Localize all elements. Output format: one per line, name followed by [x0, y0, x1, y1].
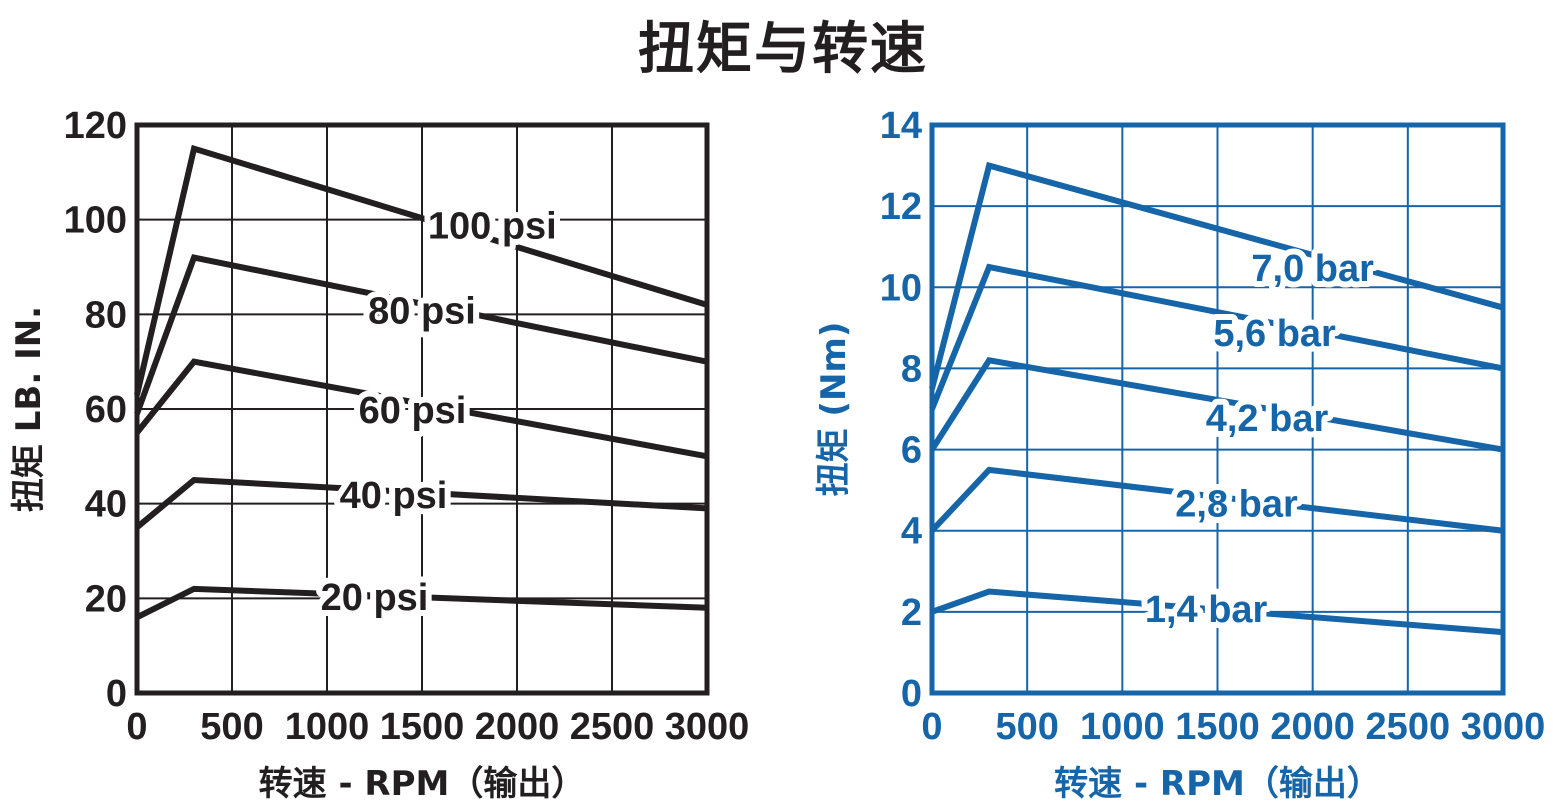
series-line — [930, 588, 1504, 636]
series-label: 20 psi — [321, 577, 429, 619]
series-label: 7,0 bar — [1251, 248, 1374, 290]
series-label-halo: 80 psi — [368, 291, 476, 333]
x-tick-label: 500 — [200, 706, 263, 748]
y-tick-label: 14 — [880, 105, 922, 147]
x-tick-label: 2500 — [570, 706, 655, 748]
series-line — [134, 254, 708, 415]
x-tick-label: 3000 — [1461, 706, 1546, 748]
y-tick-label: 100 — [64, 200, 127, 242]
x-tick-label: 3000 — [665, 706, 750, 748]
y-axis-label: 扭矩 LB. IN. — [9, 306, 49, 512]
series-line — [929, 263, 1504, 411]
x-tick-label: 1500 — [1175, 706, 1260, 748]
series-label-halo: 5,6 bar — [1213, 313, 1336, 355]
x-tick-label: 1000 — [285, 706, 370, 748]
series-label: 80 psi — [368, 291, 476, 333]
y-tick-label: 4 — [901, 511, 922, 553]
y-tick-label: 0 — [901, 673, 922, 715]
series-label: 4,2 bar — [1206, 398, 1329, 440]
y-tick-label: 8 — [901, 348, 922, 390]
series-label: 40 psi — [340, 475, 448, 517]
y-tick-label: 120 — [64, 105, 127, 147]
series-line — [929, 357, 1504, 453]
series-label-halo: 60 psi — [359, 390, 467, 432]
series-label-halo: 2,8 bar — [1175, 483, 1298, 525]
y-tick-label: 20 — [85, 578, 127, 620]
grid — [931, 124, 1504, 694]
series-label-halo: 100 psi — [428, 205, 557, 247]
y-tick-label: 40 — [85, 484, 127, 526]
x-axis-label: 转速 - RPM（输出） — [1054, 764, 1381, 804]
y-tick-label: 80 — [85, 294, 127, 336]
page-title: 扭矩与转速 — [638, 17, 928, 82]
x-tick-label: 0 — [126, 706, 147, 748]
series-line — [135, 476, 708, 530]
y-tick-label: 60 — [85, 389, 127, 431]
y-axis-label: 扭矩 (Nm) — [814, 322, 854, 497]
y-tick-label: 6 — [901, 430, 922, 472]
y-tick-label: 10 — [880, 267, 922, 309]
series-label: 2,8 bar — [1175, 483, 1298, 525]
series-label: 60 psi — [359, 390, 467, 432]
x-tick-label: 500 — [995, 706, 1058, 748]
x-tick-label: 1500 — [380, 706, 465, 748]
x-tick-label: 1000 — [1080, 706, 1165, 748]
series-line — [135, 585, 708, 620]
x-axis-label: 转速 - RPM（输出） — [259, 764, 586, 804]
y-tick-label: 0 — [106, 673, 127, 715]
y-tick-label: 2 — [901, 592, 922, 634]
series-label: 100 psi — [428, 205, 557, 247]
series-label: 5,6 bar — [1213, 313, 1336, 355]
series-label-halo: 40 psi — [340, 475, 448, 517]
series-label-halo: 7,0 bar — [1251, 248, 1374, 290]
series-line — [929, 466, 1504, 534]
series-line — [929, 161, 1504, 390]
series-line — [134, 144, 708, 396]
x-tick-label: 2000 — [475, 706, 560, 748]
x-tick-label: 0 — [921, 706, 942, 748]
series-label-halo: 1,4 bar — [1145, 589, 1268, 631]
series-label-halo: 4,2 bar — [1206, 398, 1329, 440]
x-tick-label: 2000 — [1270, 706, 1355, 748]
series-line — [134, 358, 708, 460]
series-label-halo: 20 psi — [321, 577, 429, 619]
x-tick-label: 2500 — [1366, 706, 1451, 748]
y-tick-label: 12 — [880, 186, 922, 228]
series-label: 1,4 bar — [1145, 589, 1268, 631]
